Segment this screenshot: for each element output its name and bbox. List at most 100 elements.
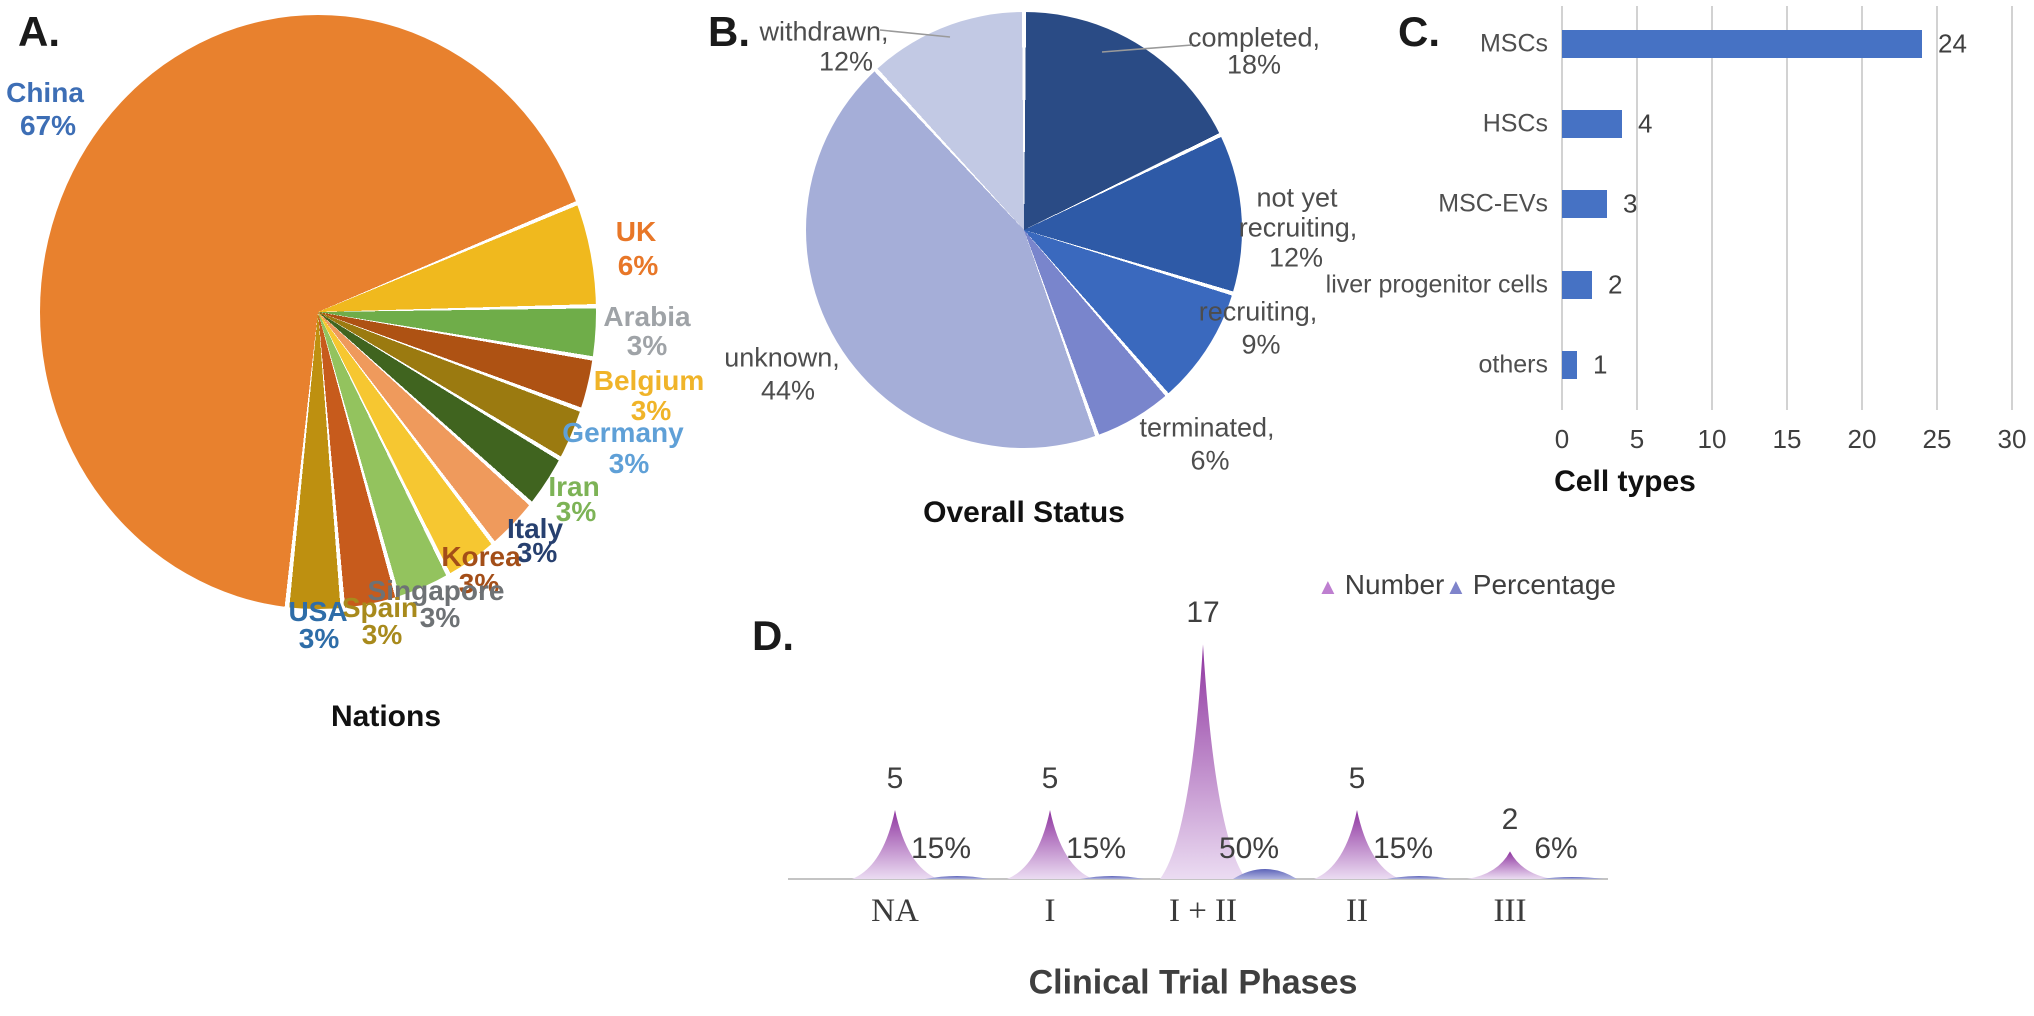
pie-slice-label: 9% [1241, 329, 1281, 360]
legend-label: Percentage [1472, 569, 1616, 600]
value-label: 4 [1638, 108, 1653, 139]
pie-slice-label: Italy [506, 513, 564, 544]
panel-tag-d: D. [752, 612, 794, 659]
phase-category-label: I [1044, 893, 1056, 929]
cell-types-title: Cell types [1554, 465, 1696, 498]
pie-slice-label: USA [288, 596, 348, 627]
number-data-label: 5 [1041, 762, 1059, 795]
value-label: 24 [1938, 28, 1967, 59]
pie-slice-label: 3% [361, 619, 403, 650]
x-tick-label: 0 [1554, 424, 1570, 454]
pie-slice-label: Arabia [603, 301, 691, 332]
pie-slice-label: recruiting, [1238, 212, 1358, 243]
pie-slice-label: 3% [555, 496, 597, 527]
x-gridline [2011, 6, 2013, 410]
pie-slice-label: 12% [1268, 242, 1324, 273]
x-gridline [1786, 6, 1788, 410]
nations-pie [40, 15, 596, 609]
pie-slice-label: unknown, [724, 342, 840, 373]
x-gridline [1936, 6, 1938, 410]
pie-slice-label: 3% [608, 448, 650, 479]
pie-slice-label: completed, [1187, 22, 1321, 53]
pie-slice-label: Korea [441, 541, 521, 572]
category-label: MSC-EVs [1438, 189, 1548, 218]
number-data-label: 17 [1186, 596, 1220, 630]
value-label: 2 [1608, 269, 1623, 300]
pie-slice-label: Singapore [367, 575, 505, 606]
panel-tag-b: B. [708, 8, 750, 55]
pie-slice-label: UK [615, 216, 657, 247]
number-data-label: 5 [1348, 762, 1366, 795]
pie-slice-label: Iran [548, 471, 600, 502]
pie-slice-label: not yet [1256, 182, 1338, 213]
pie-slice-label: Germany [562, 417, 684, 448]
legend-item-percentage: ▲ Percentage [1445, 569, 1616, 601]
phase-category-label: III [1493, 893, 1527, 929]
pie-slice-label: 12% [818, 46, 874, 77]
pie-slice-label: 3% [419, 602, 461, 633]
pie-slice-label: 67% [19, 110, 77, 141]
value-label: 1 [1593, 349, 1608, 380]
bar-others [1562, 351, 1577, 379]
pie-slice-label: recruiting, [1198, 296, 1318, 327]
percentage-peak-II [1387, 876, 1451, 879]
x-gridline [1861, 6, 1863, 410]
bar-MSC-EVs [1562, 190, 1607, 218]
panel-tag-c: C. [1398, 8, 1440, 55]
overall-status-pie [806, 12, 1242, 448]
x-tick-label: 20 [1847, 424, 1877, 454]
percentage-peak-I + II [1233, 869, 1297, 879]
percentage-data-label: 50% [1218, 832, 1280, 865]
x-tick-label: 15 [1772, 424, 1802, 454]
legend-triangle-icon: ▲ [1317, 574, 1339, 599]
pie-slice-label: 3% [626, 330, 668, 361]
percentage-peak-NA [925, 876, 989, 879]
percentage-data-label: 15% [1372, 832, 1434, 865]
phase-category-label: NA [871, 893, 919, 929]
x-gridline [1711, 6, 1713, 410]
pie-slice-label: 6% [1190, 445, 1230, 476]
value-label: 3 [1623, 188, 1638, 219]
pie-slice-label: withdrawn, [759, 16, 889, 47]
x-tick-label: 10 [1697, 424, 1727, 454]
x-tick-label: 5 [1629, 424, 1645, 454]
bar-HSCs [1562, 110, 1622, 138]
phase-category-label: I + II [1168, 893, 1238, 929]
pie-slice-label: 3% [630, 395, 672, 426]
category-label: HSCs [1482, 109, 1548, 138]
x-tick-label: 30 [1997, 424, 2027, 454]
legend-triangle-icon: ▲ [1445, 574, 1467, 599]
pie-slice-label: 3% [298, 623, 340, 654]
number-data-label: 5 [886, 762, 904, 795]
pie-slice-label: 3% [458, 568, 500, 599]
pie-slice-label: 44% [760, 375, 816, 406]
x-tick-label: 25 [1922, 424, 1952, 454]
bar-liver progenitor cells [1562, 271, 1592, 299]
panel-tag-a: A. [18, 8, 60, 55]
category-label: MSCs [1479, 29, 1548, 58]
category-label: liver progenitor cells [1325, 270, 1548, 299]
pie-slice-label: Belgium [593, 365, 705, 396]
category-label: others [1478, 350, 1548, 379]
bar-MSCs [1562, 30, 1922, 58]
x-gridline [1636, 6, 1638, 410]
nations-title: Nations [330, 700, 442, 733]
pie-slice-label: terminated, [1139, 412, 1275, 443]
percentage-peak-I [1080, 876, 1144, 879]
pie-slice-label: 6% [617, 250, 659, 281]
pie-slice-label: 3% [516, 537, 558, 568]
percentage-data-label: 15% [1065, 832, 1127, 865]
pie-slice-label: China [6, 77, 84, 108]
percentage-peak-III [1540, 877, 1604, 879]
overall-status-title: Overall Status [923, 496, 1125, 529]
pie-slice-label: Spain [341, 592, 419, 623]
legend-label: Number [1344, 569, 1445, 600]
percentage-data-label: 15% [910, 832, 972, 865]
number-data-label: 2 [1501, 803, 1519, 837]
legend-item-number: ▲ Number [1317, 569, 1444, 601]
percentage-data-label: 6% [1534, 832, 1578, 865]
phase-category-label: II [1346, 893, 1368, 929]
pie-slice-label: 18% [1226, 49, 1282, 80]
clinical-trial-phases-title: Clinical Trial Phases [1028, 963, 1358, 1002]
